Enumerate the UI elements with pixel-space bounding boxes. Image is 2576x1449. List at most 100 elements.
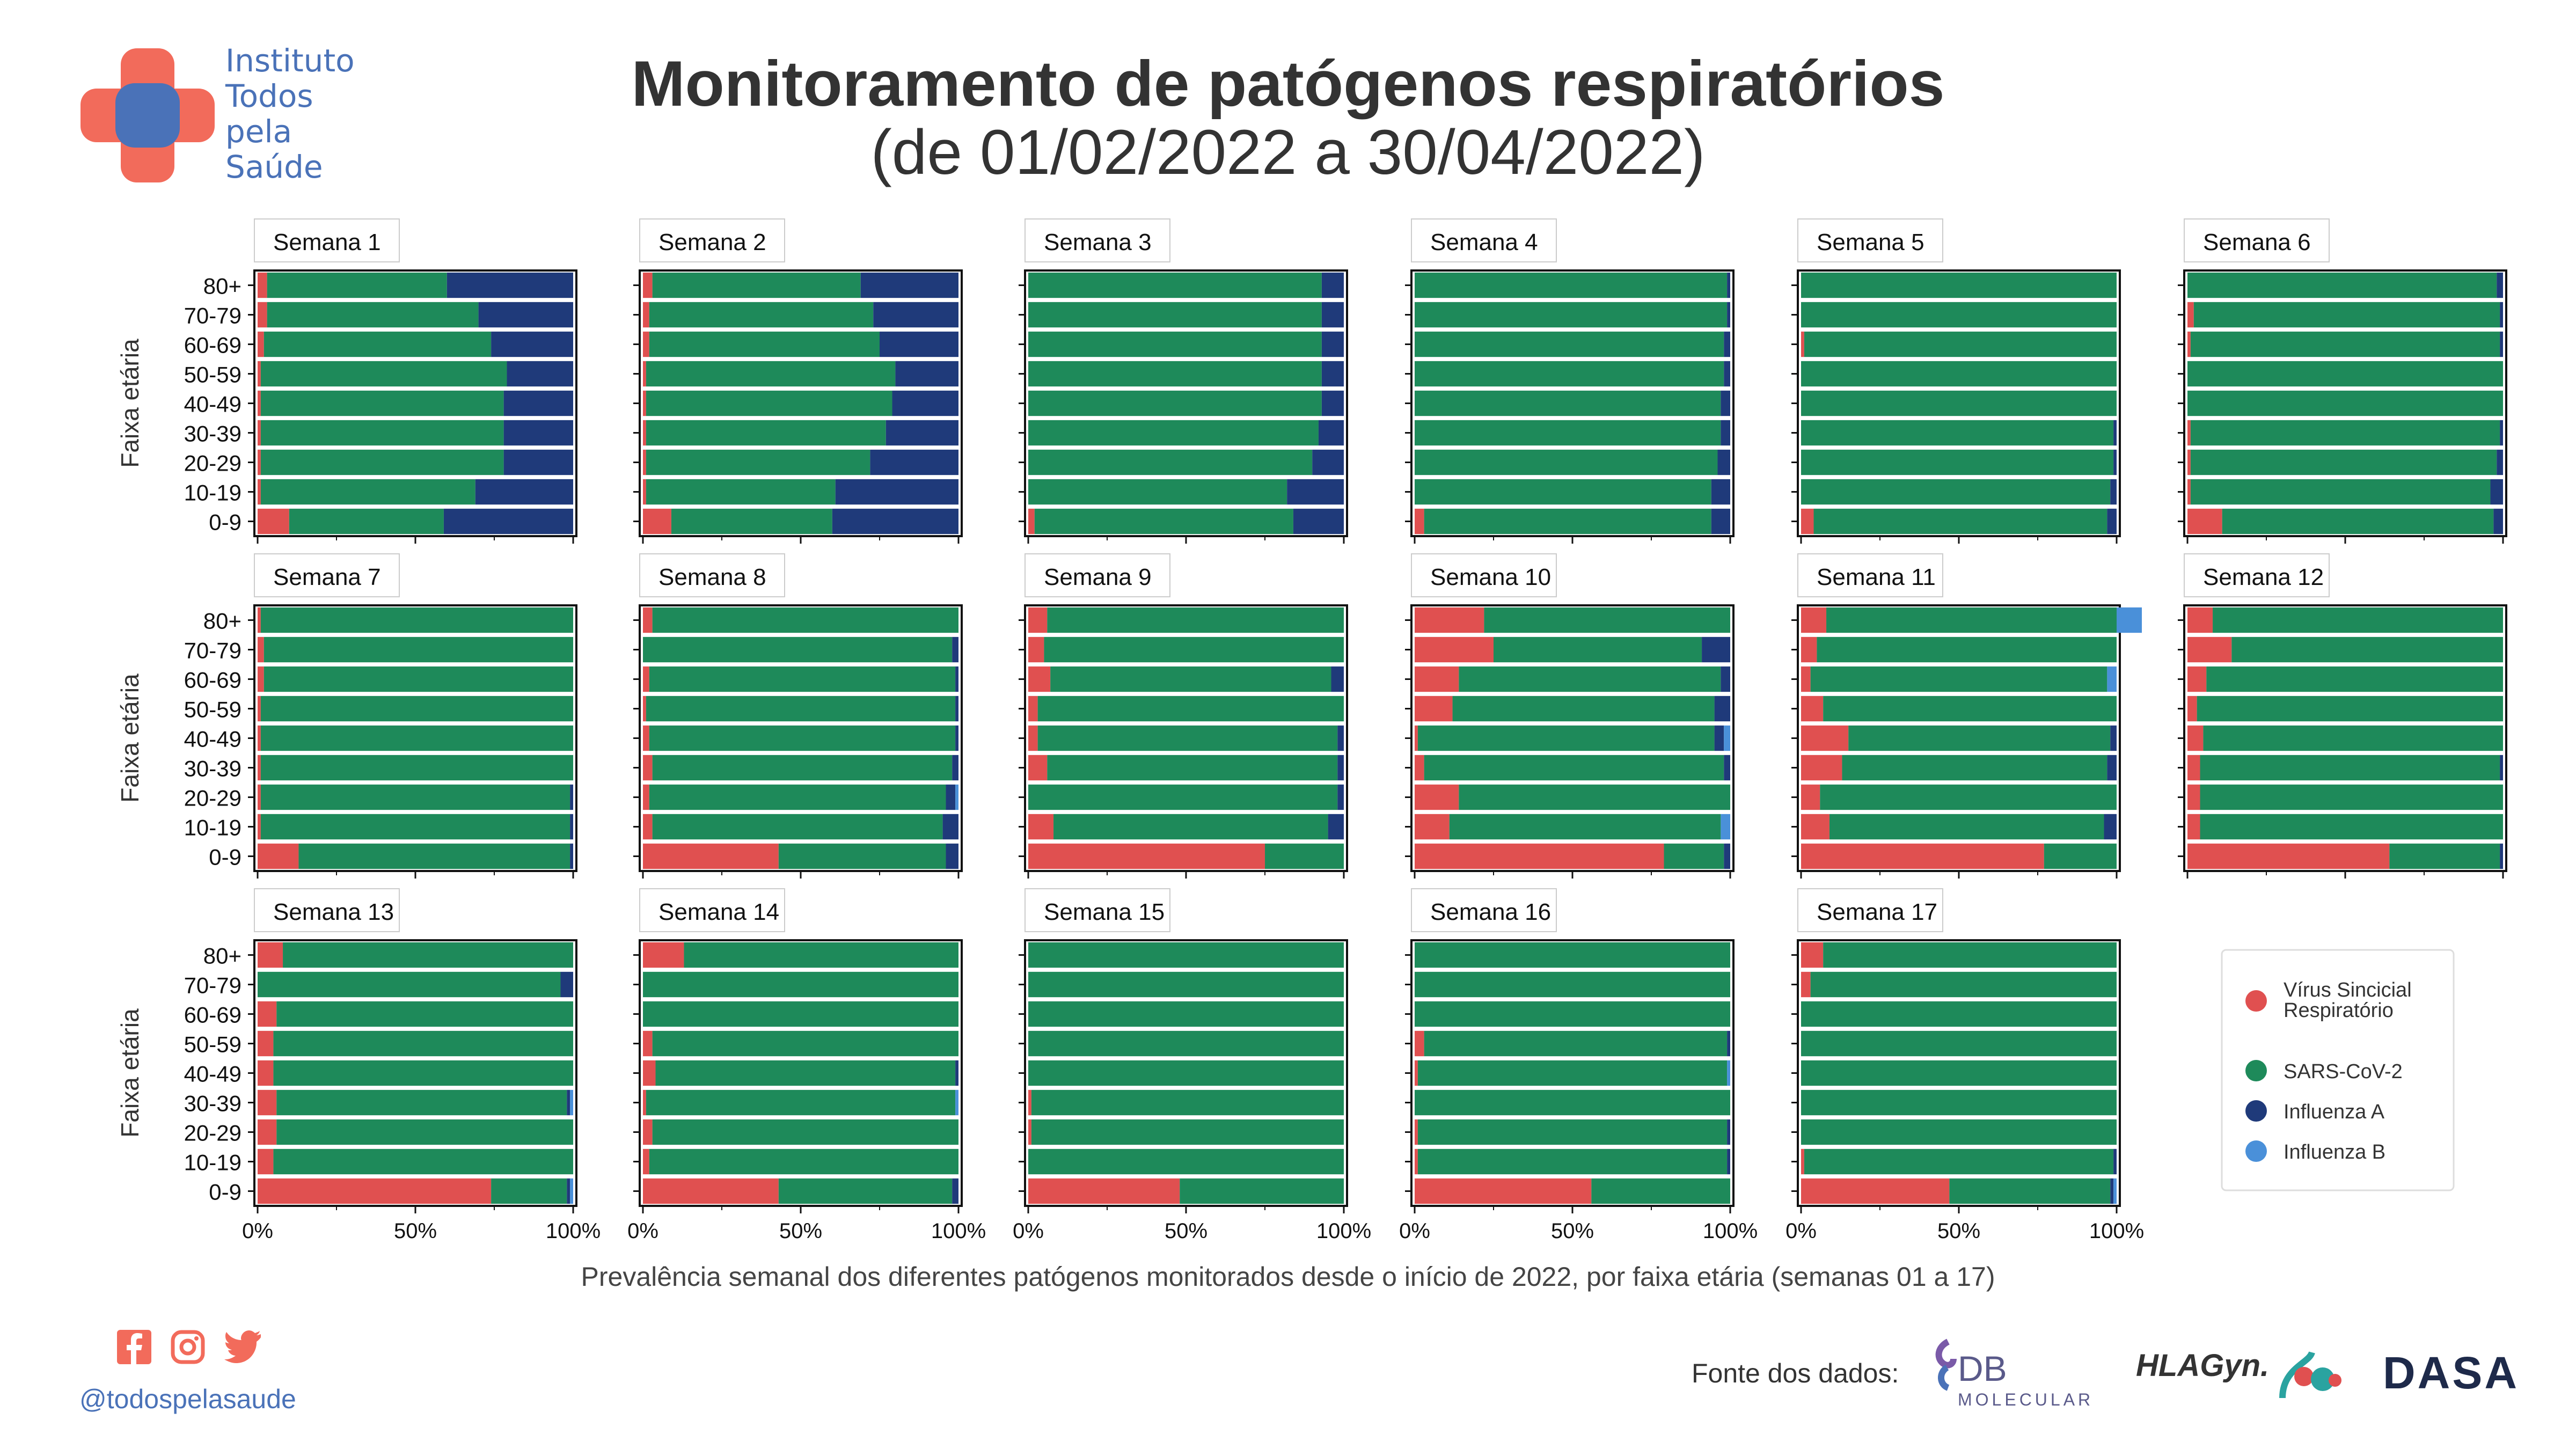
- bar-segment-vsr: [643, 1089, 646, 1116]
- bar-segment-sars: [1810, 971, 2117, 998]
- bar-segment-fluA: [2110, 725, 2117, 751]
- bar-segment-fluA: [1321, 302, 1344, 328]
- bar-segment-vsr: [643, 942, 684, 968]
- bar-segment-sars: [1417, 725, 1715, 751]
- bar-segment-fluA: [1321, 390, 1344, 416]
- panel-title-box: [254, 218, 400, 262]
- panel-title-box: [2184, 553, 2330, 597]
- bar-segment-fluA: [1717, 449, 1730, 475]
- bar-segment-sars: [2190, 420, 2500, 446]
- bar-segment-sars: [1028, 784, 1338, 810]
- x-tick-label: 50%: [394, 1219, 437, 1243]
- bar-segment-vsr: [1415, 636, 1494, 663]
- panel-title-box: [1024, 218, 1170, 262]
- bar-segment-fluA: [1714, 696, 1730, 722]
- bar-segment-vsr: [258, 331, 264, 357]
- y-tick-label: 70-79: [184, 638, 241, 663]
- bar-segment-vsr: [1801, 942, 1824, 968]
- bar-segment-sars: [1804, 1148, 2114, 1175]
- social-handle[interactable]: @todospelasaude: [79, 1384, 296, 1414]
- logo-line-2: Todos: [225, 78, 313, 114]
- bar-segment-fluA: [1337, 784, 1344, 810]
- bar-segment-sars: [1664, 843, 1724, 869]
- bar-segment-vsr: [1415, 1178, 1592, 1204]
- panel-title: Semana 17: [1817, 899, 1937, 925]
- bar-segment-sars: [1028, 971, 1344, 998]
- panel-title: Semana 6: [2203, 229, 2311, 255]
- bar-segment-fluB: [2117, 607, 2142, 633]
- bar-segment-fluA: [1724, 755, 1730, 781]
- bar-segment-vsr: [1028, 607, 1048, 633]
- bar-segment-sars: [2231, 636, 2503, 663]
- logo-cross-icon: [80, 48, 215, 182]
- x-tick-label: 100%: [931, 1219, 986, 1243]
- bar-segment-vsr: [2187, 814, 2200, 840]
- bar-segment-fluA: [1337, 725, 1344, 751]
- bar-segment-sars: [258, 971, 561, 998]
- bar-segment-fluA: [1321, 272, 1344, 298]
- facebook-icon[interactable]: [117, 1330, 151, 1364]
- logo-line-3: pela: [225, 113, 292, 150]
- bar-segment-vsr: [643, 725, 649, 751]
- bar-segment-sars: [1047, 755, 1338, 781]
- bar-segment-vsr: [1028, 1089, 1031, 1116]
- bar-segment-fluA: [1721, 390, 1730, 416]
- bar-segment-sars: [646, 1089, 956, 1116]
- bar-segment-vsr: [258, 479, 261, 505]
- bar-segment-fluA: [2490, 479, 2503, 505]
- y-tick-label: 20-29: [184, 786, 241, 811]
- bar-segment-sars: [1829, 814, 2104, 840]
- hlagyn-mark-icon: [2279, 1351, 2341, 1399]
- y-tick-label: 20-29: [184, 1121, 241, 1146]
- bar-segment-vsr: [643, 508, 671, 535]
- bar-segment-sars: [264, 666, 573, 692]
- panel-title: Semana 11: [1817, 564, 1936, 590]
- legend-label: Vírus Sincicial: [2284, 979, 2412, 1001]
- bar-segment-vsr: [1801, 725, 1849, 751]
- bar-segment-sars: [778, 1178, 953, 1204]
- y-tick-label: 50-59: [184, 697, 241, 722]
- bar-segment-sars: [1050, 666, 1331, 692]
- bar-segment-fluA: [2104, 814, 2117, 840]
- bar-segment-vsr: [643, 755, 653, 781]
- bar-segment-vsr: [643, 420, 646, 446]
- bar-segment-sars: [1813, 508, 2107, 535]
- bar-segment-sars: [1028, 420, 1319, 446]
- bar-segment-sars: [260, 725, 573, 751]
- bar-segment-vsr: [1801, 607, 1827, 633]
- panel-title: Semana 1: [273, 229, 381, 255]
- panel-title-box: [639, 218, 785, 262]
- bar-segment-fluA: [1321, 331, 1344, 357]
- bar-segment-sars: [1028, 479, 1287, 505]
- bar-segment-fluA: [475, 479, 573, 505]
- bar-segment-sars: [1804, 331, 2117, 357]
- legend-label: Respiratório: [2284, 999, 2394, 1022]
- bar-segment-sars: [1053, 814, 1328, 840]
- db-text: DB: [1958, 1349, 2007, 1388]
- bar-segment-fluA: [1727, 1119, 1730, 1145]
- bar-segment-fluA: [1312, 449, 1344, 475]
- instagram-icon[interactable]: [171, 1330, 205, 1364]
- x-tick-label: 100%: [2089, 1219, 2144, 1243]
- bar-segment-vsr: [258, 1060, 274, 1086]
- bar-segment-vsr: [258, 814, 261, 840]
- bar-segment-sars: [1028, 1001, 1344, 1027]
- bar-segment-fluA: [570, 843, 573, 869]
- y-tick-label: 60-69: [184, 1002, 241, 1028]
- bar-segment-fluA: [942, 814, 958, 840]
- bar-segment-fluA: [570, 784, 573, 810]
- bar-segment-sars: [652, 1030, 958, 1057]
- bar-segment-fluA: [892, 390, 958, 416]
- bar-segment-sars: [2213, 607, 2503, 633]
- bar-segment-sars: [1028, 1148, 1344, 1175]
- bar-segment-fluB: [955, 784, 958, 810]
- bar-segment-sars: [1031, 1089, 1344, 1116]
- bar-segment-vsr: [643, 843, 779, 869]
- bar-segment-sars: [649, 784, 946, 810]
- twitter-icon[interactable]: [224, 1330, 262, 1364]
- panel-title: Semana 3: [1044, 229, 1152, 255]
- bar-segment-sars: [1801, 479, 2111, 505]
- bar-segment-sars: [1265, 843, 1344, 869]
- bar-segment-vsr: [643, 449, 646, 475]
- bar-segment-sars: [1810, 666, 2107, 692]
